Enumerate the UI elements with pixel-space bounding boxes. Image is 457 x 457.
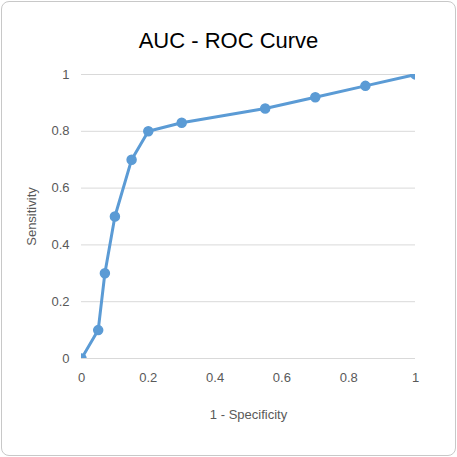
svg-text:0.2: 0.2 <box>51 294 69 309</box>
svg-text:1 - Specificity: 1 - Specificity <box>210 407 288 422</box>
svg-text:Sensitivity: Sensitivity <box>24 187 39 246</box>
svg-text:0: 0 <box>78 370 85 385</box>
svg-text:1: 1 <box>412 370 419 385</box>
svg-text:0: 0 <box>62 351 69 366</box>
svg-text:1: 1 <box>62 67 69 82</box>
svg-text:0.6: 0.6 <box>51 180 69 195</box>
svg-text:0.4: 0.4 <box>51 237 69 252</box>
svg-text:0.4: 0.4 <box>206 370 224 385</box>
html-text:AUC - ROC Curve: AUC - ROC Curve <box>138 28 319 53</box>
svg-text:0.6: 0.6 <box>273 370 291 385</box>
svg-text:0.8: 0.8 <box>340 370 358 385</box>
svg-text:0.8: 0.8 <box>51 123 69 138</box>
svg-text:0.2: 0.2 <box>139 370 157 385</box>
